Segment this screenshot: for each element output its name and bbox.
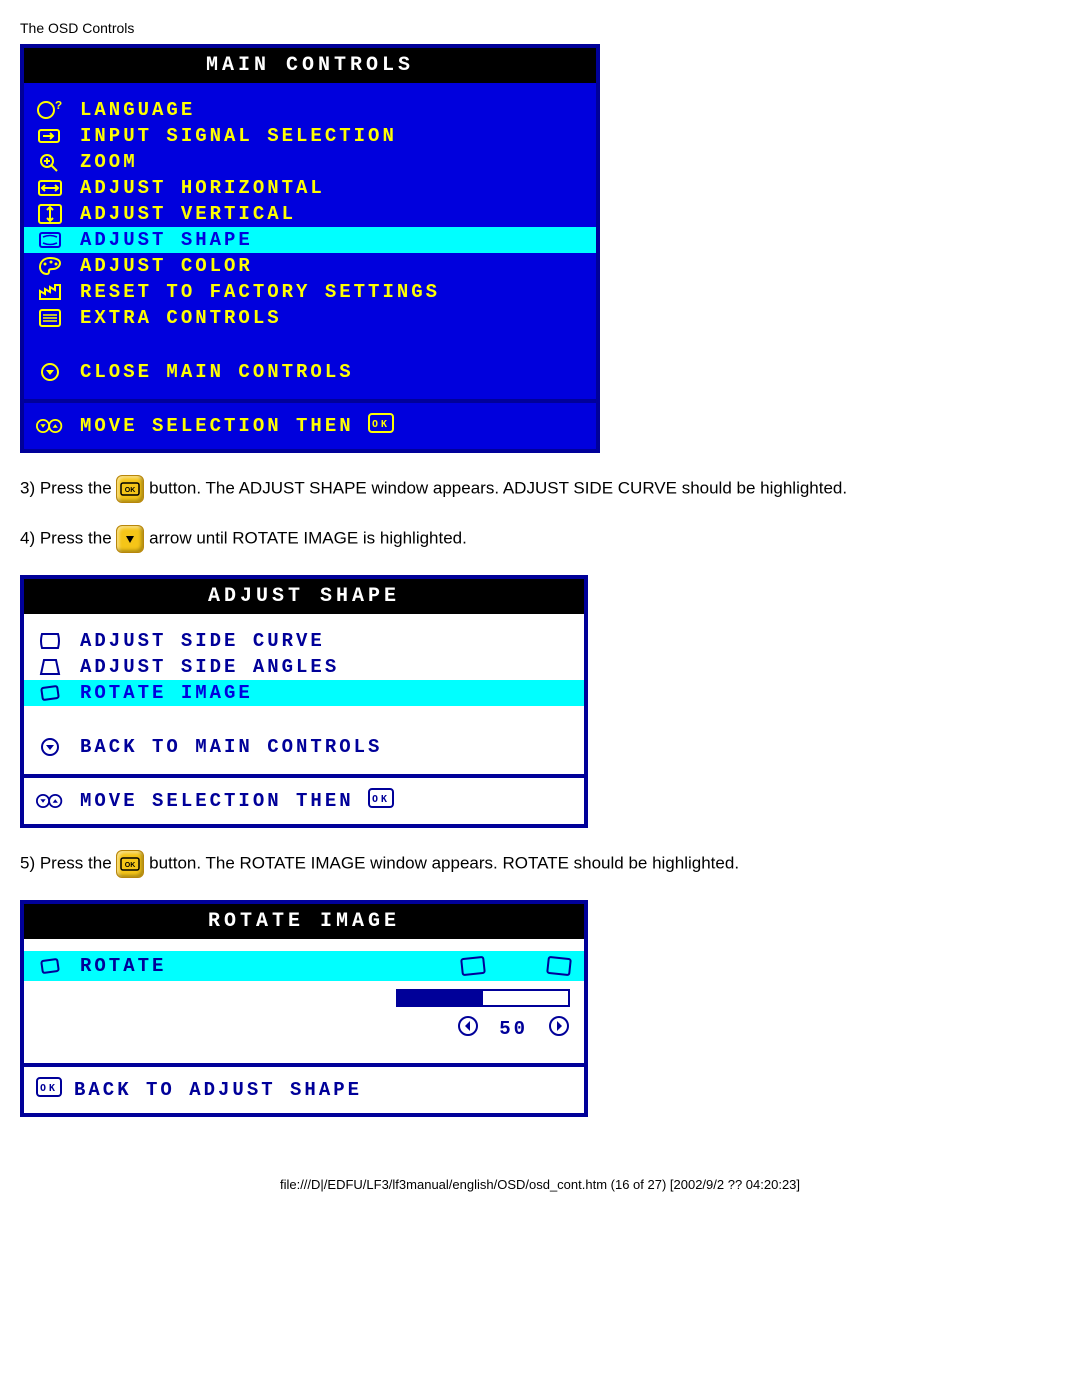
menu-item-adjust-color[interactable]: ADJUST COLOR [24, 253, 596, 279]
footer-label: MOVE SELECTION THEN [80, 415, 354, 437]
menu-item-adjust-vertical[interactable]: ADJUST VERTICAL [24, 201, 596, 227]
progress-bar [396, 989, 570, 1007]
main-controls-body: ? LANGUAGE INPUT SIGNAL SELECTION ZOOM A… [24, 83, 596, 399]
adjust-shape-title: ADJUST SHAPE [24, 579, 584, 614]
ok-icon: OK [368, 413, 394, 439]
side-angles-icon [36, 656, 64, 678]
footer-label: MOVE SELECTION THEN [80, 790, 354, 812]
text: 5) Press the [20, 853, 116, 872]
menu-label: ADJUST SHAPE [80, 229, 253, 251]
main-controls-title: MAIN CONTROLS [24, 48, 596, 83]
shape-icon [36, 229, 64, 251]
list-icon [36, 307, 64, 329]
menu-label: ADJUST SIDE ANGLES [80, 656, 339, 678]
main-controls-footer: MOVE SELECTION THEN OK [24, 399, 596, 449]
svg-text:OK: OK [125, 487, 136, 494]
menu-item-adjust-horizontal[interactable]: ADJUST HORIZONTAL [24, 175, 596, 201]
rotate-image-footer[interactable]: OK BACK TO ADJUST SHAPE [24, 1063, 584, 1113]
arrows-v-icon [36, 203, 64, 225]
svg-text:OK: OK [125, 862, 136, 869]
input-arrow-icon [36, 125, 64, 147]
back-to-main-controls[interactable]: BACK TO MAIN CONTROLS [24, 734, 584, 760]
rotate-visual-right [546, 956, 572, 976]
up-down-circles-icon [36, 790, 64, 812]
text: button. The ADJUST SHAPE window appears.… [149, 478, 847, 497]
instruction-3: 3) Press the OK button. The ADJUST SHAPE… [20, 475, 1060, 503]
text: 3) Press the [20, 478, 116, 497]
text: arrow until ROTATE IMAGE is highlighted. [149, 528, 467, 547]
svg-text:OK: OK [372, 794, 390, 805]
text: button. The ROTATE IMAGE window appears.… [149, 853, 739, 872]
menu-label: RESET TO FACTORY SETTINGS [80, 281, 440, 303]
menu-item-input-signal[interactable]: INPUT SIGNAL SELECTION [24, 123, 596, 149]
text: 4) Press the [20, 528, 116, 547]
instruction-4: 4) Press the arrow until ROTATE IMAGE is… [20, 525, 1060, 553]
close-label: CLOSE MAIN CONTROLS [80, 361, 354, 383]
page-header: The OSD Controls [20, 20, 1060, 36]
main-controls-window: MAIN CONTROLS ? LANGUAGE INPUT SIGNAL SE… [20, 44, 600, 453]
rotate-visual-left [460, 956, 486, 976]
down-circle-icon [36, 736, 64, 758]
up-down-circles-icon [36, 415, 64, 437]
progress-bar-fill [398, 991, 483, 1005]
menu-item-extra-controls[interactable]: EXTRA CONTROLS [24, 305, 596, 331]
menu-label: ZOOM [80, 151, 138, 173]
instruction-5: 5) Press the OK button. The ROTATE IMAGE… [20, 850, 1060, 878]
ok-icon: OK [36, 1077, 62, 1103]
spacer [24, 331, 596, 359]
adjust-shape-window: ADJUST SHAPE ADJUST SIDE CURVE ADJUST SI… [20, 575, 588, 828]
down-circle-icon [36, 361, 64, 383]
magnifier-icon [36, 151, 64, 173]
side-curve-icon [36, 630, 64, 652]
svg-text:OK: OK [372, 419, 390, 430]
menu-label: ADJUST COLOR [80, 255, 253, 277]
rotate-icon [36, 955, 64, 977]
menu-item-side-curve[interactable]: ADJUST SIDE CURVE [24, 628, 584, 654]
globe-question-icon: ? [36, 99, 64, 121]
ok-icon: OK [368, 788, 394, 814]
menu-item-side-angles[interactable]: ADJUST SIDE ANGLES [24, 654, 584, 680]
rotate-label: ROTATE [80, 955, 460, 977]
menu-item-zoom[interactable]: ZOOM [24, 149, 596, 175]
rotate-image-body: ROTATE 50 [24, 939, 584, 1063]
menu-label: ADJUST VERTICAL [80, 203, 296, 225]
close-main-controls[interactable]: CLOSE MAIN CONTROLS [24, 359, 596, 385]
factory-icon [36, 281, 64, 303]
menu-item-rotate-image[interactable]: ROTATE IMAGE [24, 680, 584, 706]
menu-label: ROTATE IMAGE [80, 682, 253, 704]
ok-button-inline: OK [116, 850, 144, 878]
menu-item-adjust-shape[interactable]: ADJUST SHAPE [24, 227, 596, 253]
menu-label: LANGUAGE [80, 99, 195, 121]
menu-label: ADJUST SIDE CURVE [80, 630, 325, 652]
menu-label: EXTRA CONTROLS [80, 307, 282, 329]
ok-button-inline: OK [116, 475, 144, 503]
rotate-icon [36, 682, 64, 704]
page-footer: file:///D|/EDFU/LF3/lf3manual/english/OS… [20, 1177, 1060, 1192]
adjust-shape-footer: MOVE SELECTION THEN OK [24, 774, 584, 824]
menu-label: INPUT SIGNAL SELECTION [80, 125, 397, 147]
svg-text:OK: OK [40, 1083, 58, 1094]
down-arrow-button-inline [116, 525, 144, 553]
menu-item-reset-factory[interactable]: RESET TO FACTORY SETTINGS [24, 279, 596, 305]
rotate-row[interactable]: ROTATE [24, 951, 584, 981]
gap [24, 939, 584, 951]
right-arrow-circle-icon[interactable] [548, 1015, 570, 1043]
spacer [24, 706, 584, 734]
back-label: BACK TO ADJUST SHAPE [74, 1079, 362, 1101]
rotate-image-window: ROTATE IMAGE ROTATE 50 [20, 900, 588, 1117]
rotate-bar-row [24, 981, 584, 1015]
rotate-image-title: ROTATE IMAGE [24, 904, 584, 939]
back-label: BACK TO MAIN CONTROLS [80, 736, 382, 758]
menu-item-language[interactable]: ? LANGUAGE [24, 97, 596, 123]
svg-text:?: ? [55, 99, 63, 113]
rotate-value-row: 50 [24, 1015, 584, 1051]
gap [24, 1051, 584, 1063]
menu-label: ADJUST HORIZONTAL [80, 177, 325, 199]
left-arrow-circle-icon[interactable] [457, 1015, 479, 1043]
adjust-shape-body: ADJUST SIDE CURVE ADJUST SIDE ANGLES ROT… [24, 614, 584, 774]
palette-icon [36, 255, 64, 277]
rotate-value: 50 [499, 1018, 528, 1040]
arrows-h-icon [36, 177, 64, 199]
